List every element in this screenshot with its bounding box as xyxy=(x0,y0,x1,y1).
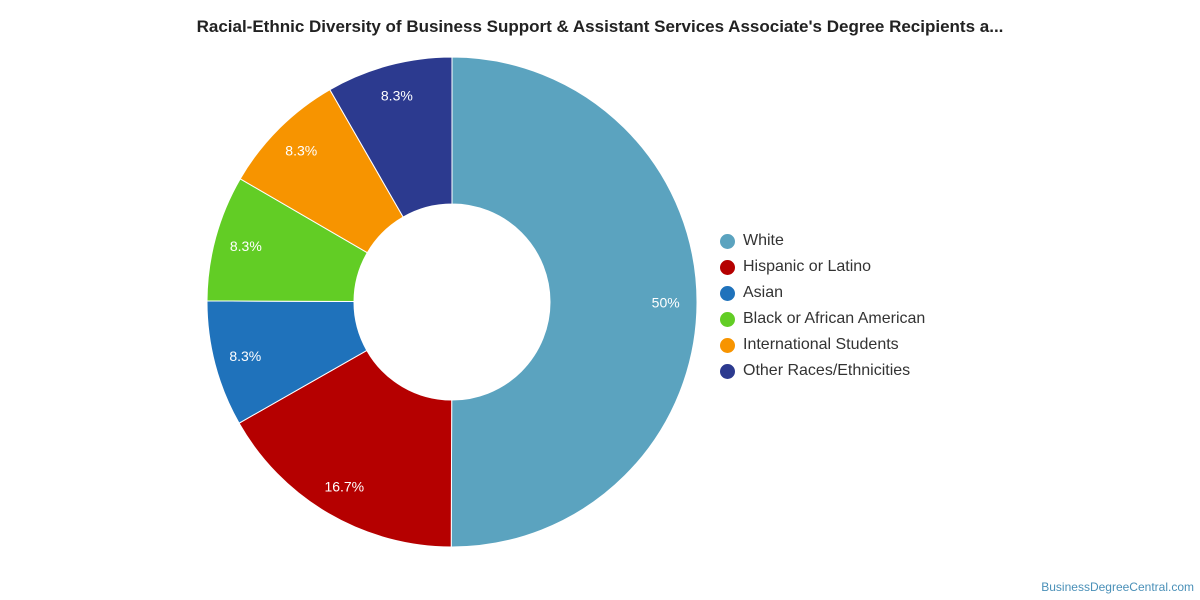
donut-slice-5[interactable] xyxy=(329,56,453,218)
legend-item-0[interactable]: White xyxy=(720,228,925,254)
slice-label-1: 16.7% xyxy=(324,479,364,495)
legend-label: Asian xyxy=(743,284,784,301)
legend-swatch xyxy=(720,363,735,379)
donut-slice-labels: 50% 16.7% 8.3% 8.3% 8.3% 8.3% xyxy=(229,88,679,495)
slice-label-5: 8.3% xyxy=(381,88,413,104)
watermark: BusinessDegreeCentral.com xyxy=(1041,580,1194,594)
legend-label: Hispanic or Latino xyxy=(743,258,872,275)
slice-label-4: 8.3% xyxy=(285,143,317,159)
legend-label: Black or African American xyxy=(743,310,926,327)
legend-item-5[interactable]: Other Races/Ethnicities xyxy=(720,358,925,384)
legend-swatch xyxy=(720,285,735,301)
legend-swatch xyxy=(720,311,735,327)
slice-label-3: 8.3% xyxy=(230,238,262,254)
legend-item-3[interactable]: Black or African American xyxy=(720,306,925,332)
donut-slice-0[interactable] xyxy=(450,56,698,548)
chart-title: Racial-Ethnic Diversity of Business Supp… xyxy=(196,17,1004,36)
legend-label: International Students xyxy=(743,336,899,353)
legend-swatch xyxy=(720,233,735,249)
legend-item-2[interactable]: Asian xyxy=(720,280,925,306)
legend: White Hispanic or Latino Asian Black or Afr… xyxy=(720,228,925,384)
legend-swatch xyxy=(720,337,735,353)
slice-label-0: 50% xyxy=(652,294,680,310)
legend-label: Other Races/Ethnicities xyxy=(743,362,911,379)
legend-item-4[interactable]: International Students xyxy=(720,332,925,358)
legend-label: White xyxy=(743,232,784,249)
legend-swatch xyxy=(720,259,735,275)
legend-item-1[interactable]: Hispanic or Latino xyxy=(720,254,925,280)
slice-label-2: 8.3% xyxy=(229,348,261,364)
donut-slices xyxy=(206,56,698,548)
donut-slice-1[interactable] xyxy=(238,349,453,548)
